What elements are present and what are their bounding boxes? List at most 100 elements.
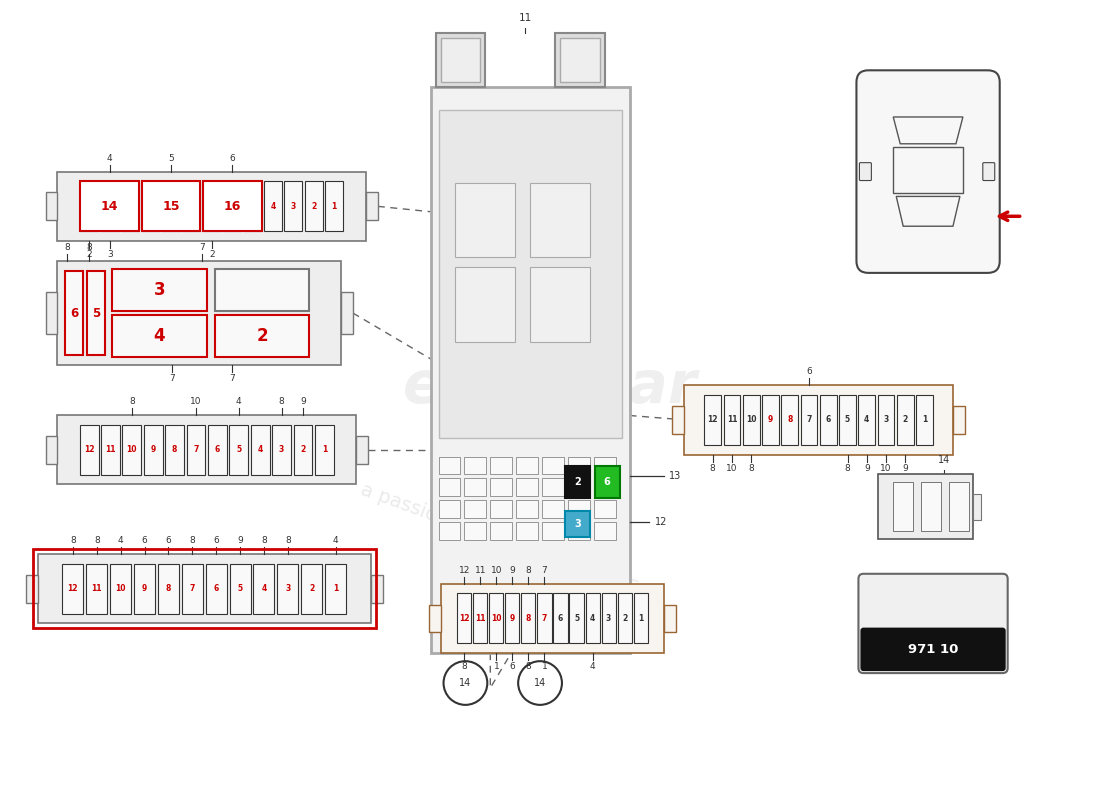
- FancyBboxPatch shape: [294, 425, 312, 474]
- FancyBboxPatch shape: [542, 522, 564, 540]
- Text: 12: 12: [67, 584, 78, 593]
- FancyBboxPatch shape: [859, 162, 871, 181]
- Text: 8: 8: [461, 662, 468, 671]
- FancyBboxPatch shape: [820, 395, 837, 445]
- Text: eurospar
es: eurospar es: [403, 358, 697, 482]
- Text: 1: 1: [541, 662, 548, 671]
- Text: 6: 6: [70, 306, 78, 320]
- Text: 2: 2: [311, 202, 317, 211]
- Text: 10: 10: [491, 566, 502, 574]
- FancyBboxPatch shape: [594, 457, 616, 474]
- Text: 9: 9: [151, 445, 156, 454]
- Text: 6: 6: [213, 536, 219, 545]
- Text: 4: 4: [262, 584, 266, 593]
- FancyBboxPatch shape: [441, 584, 664, 654]
- FancyBboxPatch shape: [439, 478, 461, 496]
- Text: 6: 6: [165, 536, 172, 545]
- FancyBboxPatch shape: [521, 594, 536, 643]
- FancyBboxPatch shape: [183, 182, 200, 231]
- Text: 10: 10: [126, 445, 138, 454]
- Text: 12: 12: [459, 614, 470, 623]
- Text: 8: 8: [526, 662, 531, 671]
- Text: 1: 1: [922, 415, 927, 424]
- Text: 6: 6: [604, 477, 611, 486]
- Text: 13: 13: [84, 202, 95, 211]
- FancyBboxPatch shape: [921, 482, 940, 531]
- FancyBboxPatch shape: [436, 33, 485, 87]
- Text: 8: 8: [278, 397, 285, 406]
- FancyBboxPatch shape: [214, 315, 309, 357]
- Text: 2: 2: [256, 327, 267, 345]
- Text: 5: 5: [236, 445, 241, 454]
- FancyBboxPatch shape: [187, 425, 206, 474]
- FancyBboxPatch shape: [896, 395, 914, 445]
- FancyBboxPatch shape: [491, 478, 513, 496]
- FancyBboxPatch shape: [972, 494, 981, 520]
- Text: 7: 7: [194, 445, 199, 454]
- FancyBboxPatch shape: [916, 395, 933, 445]
- Text: 7: 7: [169, 374, 175, 383]
- Text: 3: 3: [883, 415, 889, 424]
- FancyBboxPatch shape: [158, 564, 179, 614]
- Text: 7: 7: [189, 584, 195, 593]
- Text: 8: 8: [285, 536, 290, 545]
- Text: 1: 1: [331, 202, 337, 211]
- FancyBboxPatch shape: [25, 574, 37, 602]
- FancyBboxPatch shape: [315, 425, 333, 474]
- FancyBboxPatch shape: [672, 406, 684, 434]
- FancyBboxPatch shape: [439, 522, 461, 540]
- FancyBboxPatch shape: [439, 457, 461, 474]
- Text: 3: 3: [574, 519, 581, 530]
- Text: 7: 7: [209, 202, 214, 211]
- Text: 1: 1: [494, 662, 499, 671]
- Text: 4: 4: [236, 397, 242, 406]
- Text: 2: 2: [574, 477, 581, 486]
- Text: 8: 8: [710, 463, 716, 473]
- Text: 6: 6: [230, 202, 234, 211]
- Text: 11: 11: [727, 415, 737, 424]
- Text: 2: 2: [309, 584, 315, 593]
- FancyBboxPatch shape: [37, 554, 371, 623]
- Text: 4: 4: [590, 614, 595, 623]
- FancyBboxPatch shape: [182, 564, 202, 614]
- Text: 8: 8: [65, 243, 70, 252]
- FancyBboxPatch shape: [516, 478, 538, 496]
- FancyBboxPatch shape: [857, 70, 1000, 273]
- FancyBboxPatch shape: [953, 406, 965, 434]
- FancyBboxPatch shape: [473, 594, 487, 643]
- FancyBboxPatch shape: [264, 182, 282, 231]
- FancyBboxPatch shape: [704, 395, 722, 445]
- FancyBboxPatch shape: [781, 395, 799, 445]
- FancyBboxPatch shape: [464, 522, 486, 540]
- Text: 3: 3: [279, 445, 284, 454]
- Text: 9: 9: [864, 463, 870, 473]
- Text: 8: 8: [526, 614, 531, 623]
- FancyBboxPatch shape: [202, 182, 262, 231]
- Text: 8: 8: [748, 463, 755, 473]
- FancyArrowPatch shape: [1000, 212, 1020, 221]
- Text: 4: 4: [118, 536, 123, 545]
- FancyBboxPatch shape: [79, 425, 99, 474]
- Text: 11: 11: [91, 584, 102, 593]
- Text: 4: 4: [154, 327, 165, 345]
- FancyBboxPatch shape: [165, 425, 184, 474]
- FancyBboxPatch shape: [594, 500, 616, 518]
- FancyBboxPatch shape: [594, 478, 616, 496]
- FancyBboxPatch shape: [121, 182, 139, 231]
- FancyBboxPatch shape: [230, 425, 249, 474]
- Text: 3: 3: [290, 202, 296, 211]
- FancyBboxPatch shape: [57, 171, 366, 241]
- FancyBboxPatch shape: [455, 183, 515, 258]
- Text: 9: 9: [509, 566, 515, 574]
- FancyBboxPatch shape: [439, 500, 461, 518]
- FancyBboxPatch shape: [878, 395, 894, 445]
- Text: 14: 14: [101, 200, 119, 213]
- FancyBboxPatch shape: [684, 385, 953, 454]
- FancyBboxPatch shape: [542, 478, 564, 496]
- Text: 6: 6: [806, 367, 812, 376]
- FancyBboxPatch shape: [742, 395, 760, 445]
- FancyBboxPatch shape: [142, 182, 160, 231]
- FancyBboxPatch shape: [570, 594, 584, 643]
- Text: 4: 4: [865, 415, 869, 424]
- FancyBboxPatch shape: [356, 436, 367, 463]
